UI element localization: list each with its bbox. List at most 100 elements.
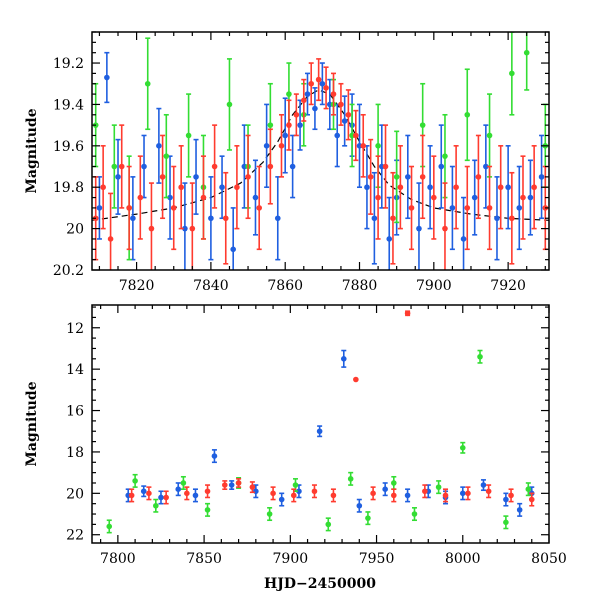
top-data-point: [397, 184, 404, 191]
top-data-point: [408, 205, 415, 211]
top-data-point: [323, 85, 329, 91]
top-model-curve: [92, 89, 549, 221]
bottom-data-point: [459, 445, 466, 451]
top-marks: [92, 32, 549, 270]
top-data-point: [509, 70, 515, 77]
top-data-point: [471, 194, 478, 201]
top-data-point: [509, 215, 515, 222]
top-data-point: [144, 80, 151, 87]
bottom-data-point: [442, 492, 449, 499]
top-y-tick-label: 19.4: [53, 97, 84, 113]
top-data-point: [159, 174, 166, 180]
bottom-data-point: [435, 484, 442, 490]
bottom-data-point: [192, 492, 199, 499]
top-data-point: [405, 174, 411, 180]
bottom-data-point: [525, 486, 532, 492]
bottom-y-tick-label: 16: [66, 404, 84, 420]
bottom-y-tick-label: 18: [66, 445, 84, 461]
top-data-point: [390, 215, 396, 222]
bottom-data-point: [465, 490, 471, 497]
top-data-point: [416, 225, 422, 232]
bottom-data-point: [292, 482, 299, 488]
top-data-point: [178, 184, 184, 191]
bottom-data-point: [146, 490, 152, 497]
top-data-point: [453, 184, 459, 191]
top-data-point: [419, 122, 426, 128]
top-data-point: [516, 205, 523, 211]
top-data-point: [382, 163, 389, 170]
top-data-point: [282, 132, 289, 139]
top-data-point: [393, 174, 400, 180]
top-data-point: [486, 132, 493, 139]
bottom-data-point: [356, 502, 363, 509]
bottom-x-ticks: 7800 7850 7900 7950 8000 8050: [100, 305, 567, 567]
top-x-tick-label: 7920: [490, 278, 526, 294]
bottom-marks: [106, 310, 535, 534]
top-data-point: [330, 91, 337, 97]
bottom-y-tick-label: 12: [66, 321, 84, 337]
top-data-point: [211, 163, 218, 170]
bottom-y-tick-label: 22: [66, 528, 84, 544]
top-data-point: [193, 174, 199, 180]
bottom-x-tick-label: 7800: [100, 551, 136, 567]
top-data-point: [226, 101, 233, 108]
bottom-data-point: [163, 494, 169, 501]
bottom-panel: 7800 7850 7900 7950 8000 8050 12 14 16 18 20 22 Ma…: [24, 304, 567, 592]
top-data-point: [442, 153, 448, 159]
top-data-point: [96, 205, 103, 211]
top-data-point: [308, 80, 315, 87]
top-data-point: [527, 194, 534, 201]
top-data-point: [156, 143, 162, 149]
bottom-data-point: [330, 492, 337, 499]
top-data-point: [483, 163, 489, 170]
top-data-point: [505, 184, 511, 191]
bottom-data-point: [390, 492, 397, 499]
top-data-point: [486, 205, 493, 211]
top-data-point: [219, 184, 225, 191]
bottom-x-tick-label: 7950: [359, 551, 395, 567]
top-data-point: [531, 184, 537, 191]
top-data-point: [170, 205, 177, 211]
bottom-data-point: [477, 353, 483, 360]
bottom-data-point: [249, 484, 256, 490]
top-y-tick-label: 19.2: [53, 56, 84, 72]
bottom-data-point: [278, 496, 285, 503]
top-data-point: [185, 132, 192, 139]
bottom-data-point: [180, 480, 187, 486]
top-data-point: [367, 174, 374, 180]
top-data-point: [360, 143, 367, 149]
bottom-data-point: [325, 521, 332, 528]
top-data-point: [475, 174, 482, 180]
bottom-data-point: [503, 496, 509, 503]
top-data-point: [189, 225, 196, 232]
bottom-data-point: [404, 310, 411, 317]
bottom-data-point: [459, 490, 466, 497]
top-data-point: [289, 163, 296, 170]
top-data-point: [107, 236, 114, 242]
bottom-data-point: [411, 511, 418, 517]
top-data-point: [111, 163, 118, 170]
top-data-point: [163, 153, 170, 159]
top-data-point: [267, 163, 274, 170]
top-data-point: [293, 111, 300, 118]
top-y-tick-label: 20: [66, 222, 84, 238]
top-data-point: [341, 118, 348, 124]
top-data-point: [286, 91, 292, 97]
bottom-data-point: [503, 519, 509, 526]
top-data-point: [520, 194, 526, 201]
top-data-point: [104, 74, 110, 81]
top-x-ticks: 7820 7840 7860 7880 7900 7920: [98, 32, 546, 294]
bottom-y-tick-label: 20: [66, 486, 84, 502]
top-data-point: [494, 215, 500, 222]
top-data-point: [182, 225, 188, 232]
top-data-point: [300, 97, 307, 104]
bottom-data-point: [184, 490, 190, 497]
top-y-tick-label: 20.2: [53, 263, 84, 279]
top-data-point: [352, 132, 359, 139]
bottom-data-point: [132, 478, 138, 484]
bottom-data-point: [153, 502, 159, 509]
top-data-point: [245, 174, 251, 180]
top-data-point: [118, 163, 125, 170]
top-data-point: [252, 194, 259, 201]
